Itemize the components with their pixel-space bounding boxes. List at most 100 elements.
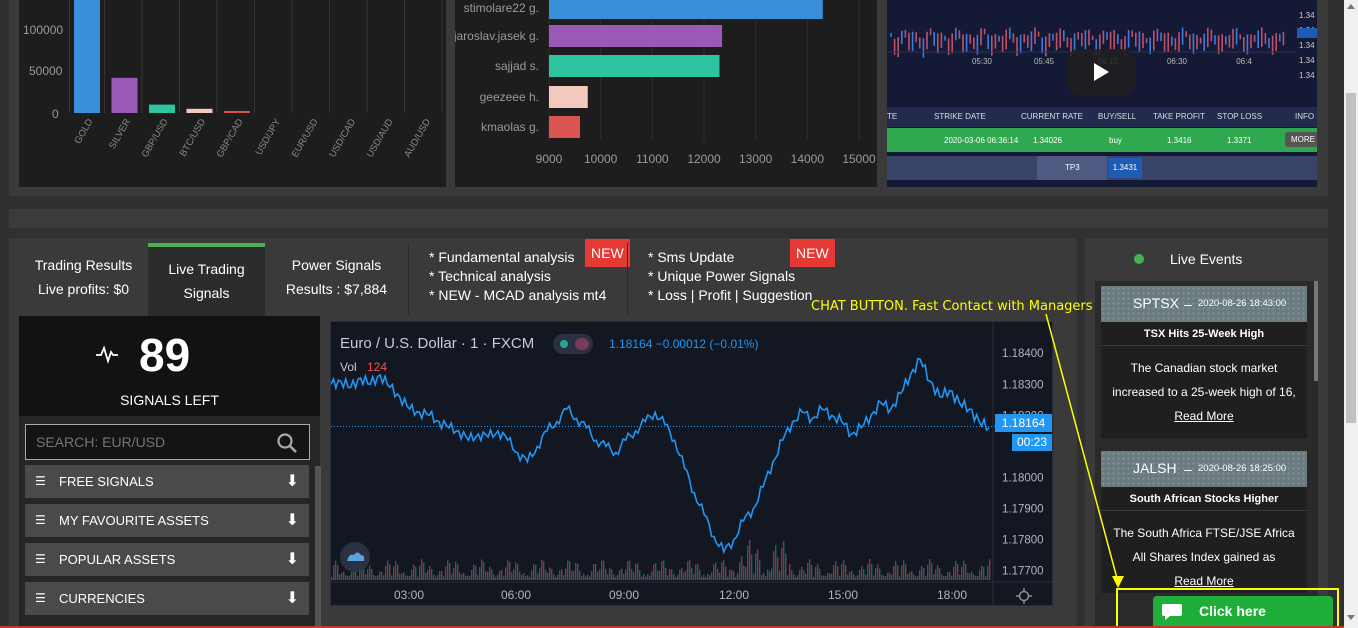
volume-bar — [877, 564, 879, 580]
search-box[interactable] — [25, 424, 310, 460]
volume-bar — [453, 567, 455, 580]
volume-bar — [953, 566, 955, 580]
volume-bar — [597, 572, 599, 580]
volume-bar — [515, 562, 517, 580]
volume-bar — [909, 572, 911, 580]
volume-bar — [663, 560, 665, 580]
chart-settings-icon[interactable] — [1015, 587, 1033, 605]
read-more-link[interactable]: Read More — [1174, 574, 1234, 588]
volume-bar — [443, 576, 445, 580]
list-icon: ☰ — [35, 513, 46, 527]
volume-bar — [547, 572, 549, 580]
sidebar-scrollbar[interactable] — [315, 466, 321, 628]
search-icon[interactable] — [276, 432, 298, 454]
scroll-thumb[interactable] — [1346, 93, 1356, 423]
volume-bar — [533, 564, 535, 580]
trader-label: jaroslav.jasek g. — [455, 29, 539, 43]
video-panel[interactable]: 05:3005:4506:1506:3006:41.341.341.341.34… — [887, 0, 1317, 187]
tradingview-logo-icon[interactable] — [340, 542, 370, 572]
volume-bar — [797, 575, 799, 580]
volume-bar — [673, 574, 675, 580]
category-label: GBP/USD — [140, 117, 171, 160]
volume-bar — [649, 575, 651, 580]
volume-bar — [729, 569, 731, 580]
volume-bar — [811, 565, 813, 580]
volume-bar — [349, 575, 351, 580]
volume-bar — [383, 575, 385, 580]
volume-bar — [793, 574, 795, 580]
volume-bar — [865, 574, 867, 580]
volume-bar — [549, 567, 551, 580]
volume-bar — [733, 570, 735, 580]
volume-bar — [339, 574, 341, 580]
column-header: STRIKE DATE — [934, 112, 986, 121]
event-card: SPTSX – 2020-08-26 18:43:00 TSX Hits 25-… — [1101, 286, 1307, 438]
volume-bar — [783, 541, 785, 580]
volume-bar — [653, 564, 655, 580]
search-input[interactable] — [26, 425, 266, 459]
volume-bar — [949, 572, 951, 580]
price-tick: 1.34 — [1299, 41, 1315, 50]
volume-bar — [711, 572, 713, 580]
market-status-toggle[interactable] — [553, 334, 593, 354]
volume-bar — [939, 568, 941, 580]
menu-free-signals[interactable]: ☰ FREE SIGNALS ⬇ — [25, 465, 309, 498]
scroll-up-icon[interactable] — [1347, 4, 1355, 9]
events-scrollbar[interactable] — [1314, 281, 1318, 381]
menu-currencies[interactable]: ☰ CURRENCIES ⬇ — [25, 582, 309, 615]
volume-bar — [629, 560, 631, 580]
volume-bar — [803, 570, 805, 580]
category-label: GBP/CAD — [215, 117, 246, 160]
volume-bar — [841, 564, 843, 580]
page-scrollbar[interactable] — [1344, 0, 1358, 628]
menu-my-favourite-assets[interactable]: ☰ MY FAVOURITE ASSETS ⬇ — [25, 504, 309, 537]
volume-bar — [555, 576, 557, 580]
trader-label: stimolare22 g. — [464, 1, 539, 15]
volume-bar — [595, 563, 597, 580]
price-tick-label: 1.18000 — [1002, 472, 1044, 484]
price-chart[interactable]: 1.184001.183001.182001.180001.179001.178… — [330, 321, 1053, 606]
volume-bar — [809, 559, 811, 580]
feature-item: * Loss | Profit | Suggestion — [648, 287, 813, 303]
volume-bar — [961, 566, 963, 580]
volume-bar — [727, 576, 729, 580]
volume-bar — [749, 539, 751, 580]
tab-power-signals[interactable]: Power Signals Results : $7,884 — [265, 243, 408, 316]
volume-bar — [973, 574, 975, 580]
volume-bar — [543, 561, 545, 580]
event-ticker: JALSH — [1133, 460, 1177, 476]
volume-bar — [935, 569, 937, 580]
volume-bar — [919, 570, 921, 580]
volume-bar — [393, 566, 395, 580]
stop-loss: 1.3371 — [1227, 136, 1252, 145]
more-button[interactable]: MORE — [1285, 132, 1317, 147]
volume-bar — [979, 570, 981, 580]
tab-trading-results[interactable]: Trading Results Live profits: $0 — [19, 243, 148, 316]
x-tick-label: 12000 — [687, 152, 721, 166]
volume-bar — [535, 564, 537, 580]
menu-popular-assets[interactable]: ☰ POPULAR ASSETS ⬇ — [25, 543, 309, 576]
volume-bar — [667, 575, 669, 580]
tab-live-trading-signals[interactable]: Live Trading Signals — [148, 243, 265, 316]
volume-bar — [789, 563, 791, 580]
volume-bar — [713, 564, 715, 580]
volume-bar — [817, 564, 819, 580]
chat-annotation: CHAT BUTTON. Fast Contact with Managers — [811, 299, 1093, 314]
volume-bar — [655, 563, 657, 580]
volume-bar — [911, 571, 913, 580]
x-tick-label: 10000 — [584, 152, 618, 166]
volume-bar — [853, 574, 855, 580]
volume-bar — [631, 569, 633, 580]
bar — [111, 77, 138, 113]
chat-button[interactable]: Click here — [1153, 596, 1333, 628]
current-rate: 1.34026 — [1033, 136, 1062, 145]
scroll-down-icon[interactable] — [1347, 615, 1355, 620]
volume-bar — [895, 561, 897, 580]
volume-bar — [591, 570, 593, 580]
video-play-button[interactable] — [1067, 49, 1135, 95]
volume-bar — [857, 575, 859, 580]
volume-bar — [513, 569, 515, 580]
volume-bar — [821, 575, 823, 580]
volume-bar — [387, 560, 389, 580]
read-more-link[interactable]: Read More — [1174, 409, 1234, 423]
